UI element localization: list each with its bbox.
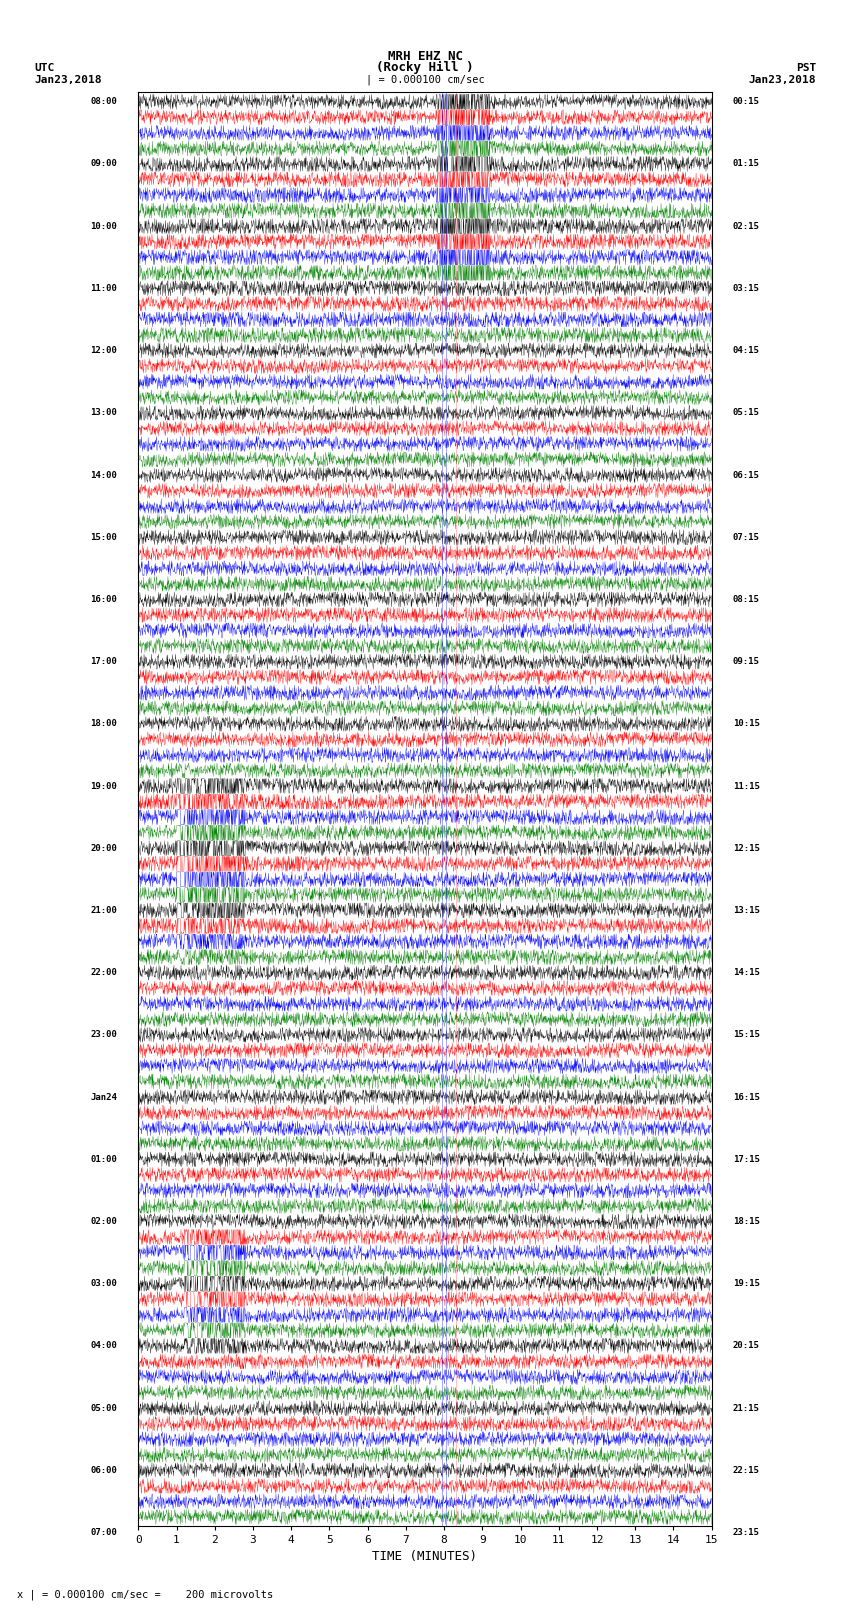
Text: 07:00: 07:00 <box>90 1528 117 1537</box>
Text: 20:15: 20:15 <box>733 1342 760 1350</box>
Text: 10:00: 10:00 <box>90 221 117 231</box>
Text: MRH EHZ NC: MRH EHZ NC <box>388 50 462 63</box>
Text: 02:15: 02:15 <box>733 221 760 231</box>
Text: UTC: UTC <box>34 63 54 73</box>
Text: 05:15: 05:15 <box>733 408 760 418</box>
Text: 10:15: 10:15 <box>733 719 760 729</box>
Text: 15:15: 15:15 <box>733 1031 760 1039</box>
Text: | = 0.000100 cm/sec: | = 0.000100 cm/sec <box>366 74 484 85</box>
Text: Jan23,2018: Jan23,2018 <box>749 76 816 85</box>
Text: 18:15: 18:15 <box>733 1216 760 1226</box>
Text: 04:00: 04:00 <box>90 1342 117 1350</box>
Text: 22:15: 22:15 <box>733 1466 760 1474</box>
Text: 01:15: 01:15 <box>733 160 760 168</box>
Text: 03:15: 03:15 <box>733 284 760 294</box>
Text: x | = 0.000100 cm/sec =    200 microvolts: x | = 0.000100 cm/sec = 200 microvolts <box>17 1589 273 1600</box>
Text: (Rocky Hill ): (Rocky Hill ) <box>377 61 473 74</box>
Text: 01:00: 01:00 <box>90 1155 117 1165</box>
Text: 23:00: 23:00 <box>90 1031 117 1039</box>
Text: 09:15: 09:15 <box>733 656 760 666</box>
Text: 22:00: 22:00 <box>90 968 117 977</box>
Text: 05:00: 05:00 <box>90 1403 117 1413</box>
Text: 21:00: 21:00 <box>90 907 117 915</box>
Text: 19:00: 19:00 <box>90 782 117 790</box>
Text: 11:15: 11:15 <box>733 782 760 790</box>
Text: 17:15: 17:15 <box>733 1155 760 1165</box>
Text: 06:00: 06:00 <box>90 1466 117 1474</box>
Text: 14:00: 14:00 <box>90 471 117 479</box>
Text: 04:15: 04:15 <box>733 347 760 355</box>
Text: 17:00: 17:00 <box>90 656 117 666</box>
Text: 03:00: 03:00 <box>90 1279 117 1289</box>
Text: 00:15: 00:15 <box>733 97 760 106</box>
Text: 15:00: 15:00 <box>90 532 117 542</box>
Text: 11:00: 11:00 <box>90 284 117 294</box>
X-axis label: TIME (MINUTES): TIME (MINUTES) <box>372 1550 478 1563</box>
Text: 13:00: 13:00 <box>90 408 117 418</box>
Text: 02:00: 02:00 <box>90 1216 117 1226</box>
Text: PST: PST <box>796 63 816 73</box>
Text: 09:00: 09:00 <box>90 160 117 168</box>
Text: 07:15: 07:15 <box>733 532 760 542</box>
Text: 18:00: 18:00 <box>90 719 117 729</box>
Text: 16:00: 16:00 <box>90 595 117 603</box>
Text: 06:15: 06:15 <box>733 471 760 479</box>
Text: 23:15: 23:15 <box>733 1528 760 1537</box>
Text: 08:00: 08:00 <box>90 97 117 106</box>
Text: 19:15: 19:15 <box>733 1279 760 1289</box>
Text: Jan23,2018: Jan23,2018 <box>34 76 101 85</box>
Text: 08:15: 08:15 <box>733 595 760 603</box>
Text: 13:15: 13:15 <box>733 907 760 915</box>
Text: 20:00: 20:00 <box>90 844 117 853</box>
Text: 12:00: 12:00 <box>90 347 117 355</box>
Text: 16:15: 16:15 <box>733 1092 760 1102</box>
Text: 21:15: 21:15 <box>733 1403 760 1413</box>
Text: Jan24: Jan24 <box>90 1092 117 1102</box>
Text: 12:15: 12:15 <box>733 844 760 853</box>
Text: 14:15: 14:15 <box>733 968 760 977</box>
